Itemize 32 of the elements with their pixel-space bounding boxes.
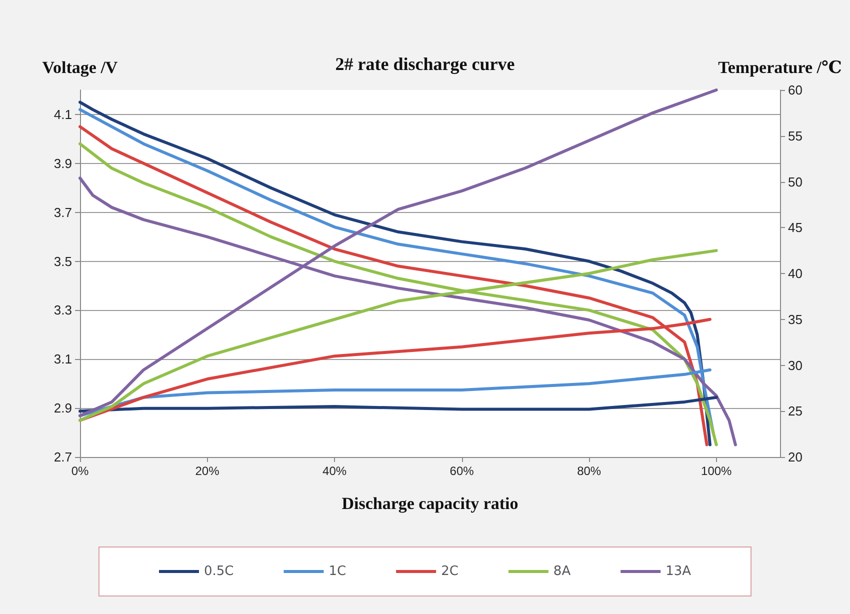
legend-label: 13A — [666, 564, 692, 579]
y-tick-label: 3.3 — [54, 302, 72, 318]
x-tick-label: 80% — [577, 464, 602, 478]
x-tick-label: 40% — [322, 464, 347, 478]
x-tick-label: 0% — [71, 464, 89, 478]
y2-tick-label: 55 — [788, 128, 802, 144]
legend-label: 8A — [553, 564, 571, 579]
chart-title: 2# rate discharge curve — [335, 54, 515, 74]
y-tick-label: 3.7 — [54, 204, 72, 220]
y2-tick-label: 50 — [788, 174, 802, 190]
legend-label: 0.5C — [204, 564, 234, 579]
x-axis-title: Discharge capacity ratio — [342, 494, 518, 513]
y2-axis-title: Temperature /℃ — [718, 58, 842, 77]
y2-tick-label: 45 — [788, 220, 802, 236]
y-axis-title: Voltage /V — [42, 58, 118, 77]
y-tick-label: 2.9 — [54, 400, 72, 416]
x-tick-label: 60% — [450, 464, 474, 478]
y2-tick-label: 35 — [788, 312, 802, 327]
y-tick-label: 3.1 — [54, 352, 72, 367]
y2-tick-label: 20 — [788, 450, 802, 464]
y-tick-label: 2.7 — [54, 450, 72, 464]
x-tick-label: 20% — [195, 464, 220, 478]
legend-label: 2C — [441, 564, 458, 579]
y2-tick-label: 25 — [788, 404, 802, 419]
y2-tick-label: 30 — [788, 358, 802, 373]
y2-tick-label: 40 — [788, 266, 802, 281]
y-tick-label: 3.9 — [54, 156, 72, 171]
y2-tick-label: 60 — [788, 82, 802, 98]
y-tick-label: 4.1 — [54, 106, 72, 122]
legend-label: 1C — [328, 564, 346, 579]
y-tick-label: 3.5 — [54, 254, 72, 269]
x-tick-label: 100% — [701, 464, 732, 478]
